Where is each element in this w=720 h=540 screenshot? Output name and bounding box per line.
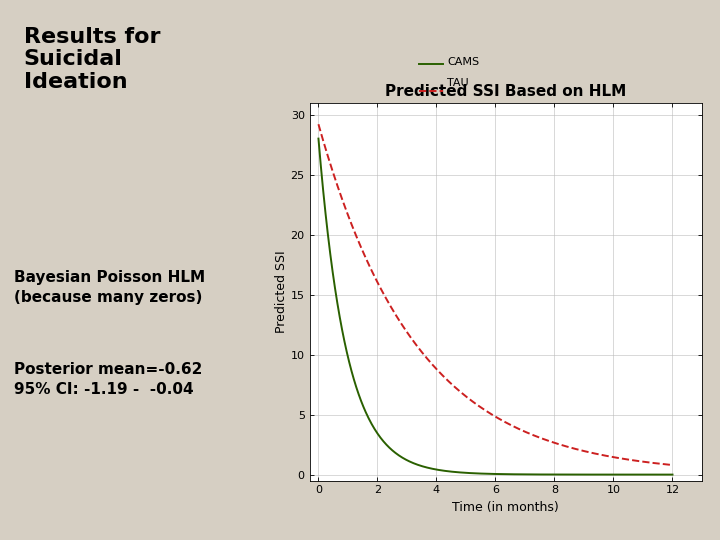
Title: Predicted SSI Based on HLM: Predicted SSI Based on HLM: [385, 84, 626, 99]
Text: Bayesian Poisson HLM
(because many zeros): Bayesian Poisson HLM (because many zeros…: [14, 270, 205, 305]
Text: Results for
Suicidal
Ideation: Results for Suicidal Ideation: [24, 27, 160, 92]
Text: Posterior mean=-0.62
95% CI: -1.19 -  -0.04: Posterior mean=-0.62 95% CI: -1.19 - -0.…: [14, 362, 203, 396]
Text: TAU: TAU: [447, 78, 469, 89]
Text: CAMS: CAMS: [447, 57, 479, 67]
Y-axis label: Predicted SSI: Predicted SSI: [275, 250, 288, 333]
X-axis label: Time (in months): Time (in months): [452, 501, 559, 514]
